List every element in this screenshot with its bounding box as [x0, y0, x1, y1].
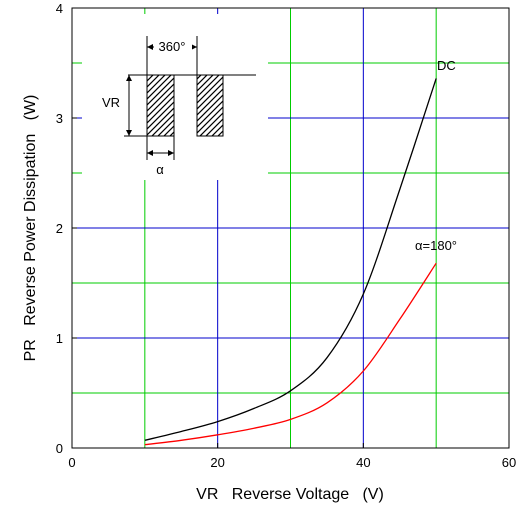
series-group — [144, 78, 437, 446]
inset-height-arrowhead-bottom — [126, 130, 132, 136]
y-tick-label: 0 — [56, 441, 63, 456]
series-line-alpha-180 — [144, 262, 437, 446]
x-tick-label: 60 — [502, 455, 516, 470]
axis-ticks: 0 20 40 60 0 1 2 3 4 — [56, 1, 516, 470]
x-axis-title: VR Reverse Voltage (V) — [196, 486, 384, 503]
series-line-dc — [144, 78, 437, 441]
inset-waveform-diagram: 360° VR α — [82, 14, 268, 180]
series-label-dc: DC — [437, 58, 456, 73]
x-tick-label: 20 — [210, 455, 224, 470]
y-tick-label: 1 — [56, 331, 63, 346]
inset-pulse-1 — [146, 74, 175, 137]
inset-height-label: VR — [102, 95, 120, 110]
series-label-alpha-180: α=180° — [415, 238, 457, 253]
inset-width-label: α — [156, 162, 164, 177]
x-tick-label: 0 — [68, 455, 75, 470]
inset-period-arrowhead-right — [191, 44, 197, 50]
inset-period-label-bg — [154, 38, 192, 54]
inset-width-arrowhead-right — [168, 150, 174, 156]
inset-period-label: 360° — [159, 39, 186, 54]
x-tick-label: 40 — [356, 455, 370, 470]
inset-pulse-2 — [196, 74, 224, 137]
y-tick-label: 4 — [56, 1, 63, 16]
series-labels: DC α=180° — [415, 58, 457, 253]
inset-height-arrowhead-top — [126, 75, 132, 81]
inset-width-arrowhead-left — [147, 150, 153, 156]
inset-period-arrowhead-left — [147, 44, 153, 50]
y-axis-title: PR Reverse Power Dissipation (W) — [22, 95, 39, 362]
y-tick-label: 2 — [56, 221, 63, 236]
y-tick-label: 3 — [56, 111, 63, 126]
